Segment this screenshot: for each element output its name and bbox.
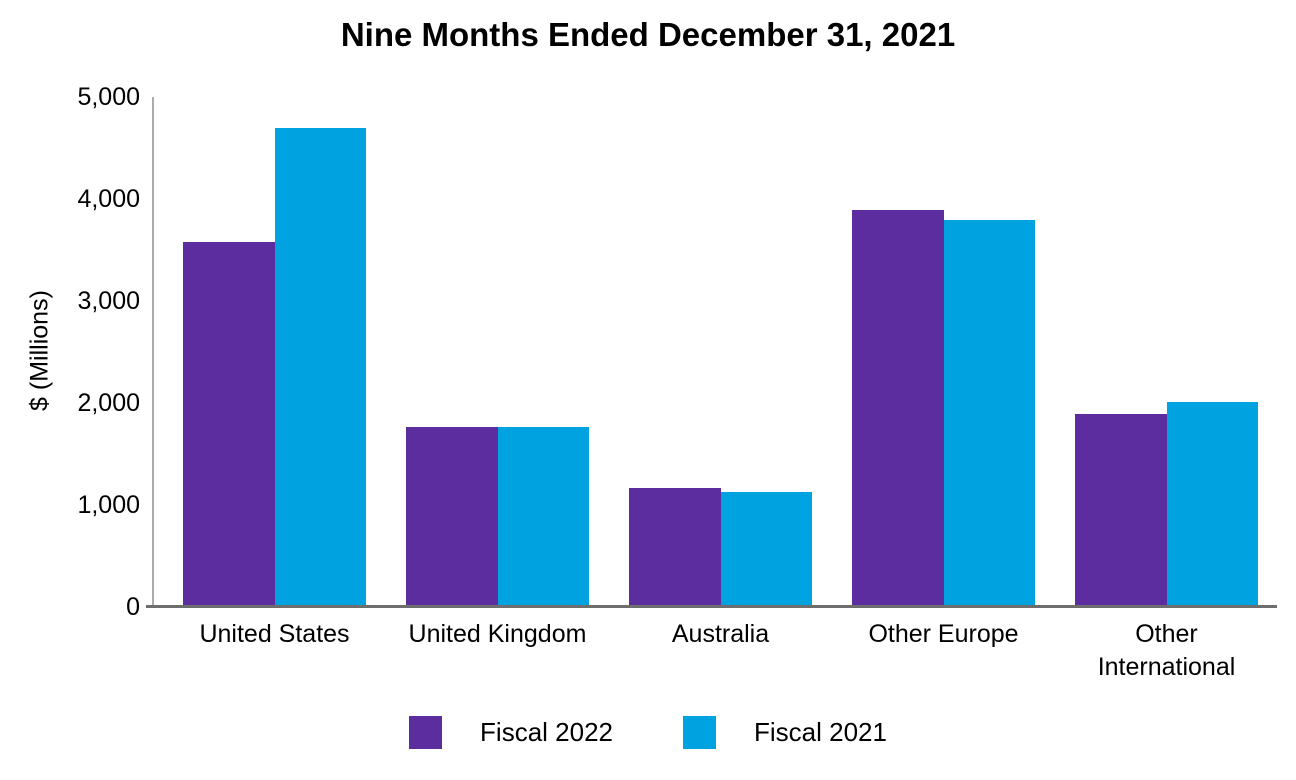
bar-fiscal-2022-other-international — [1075, 414, 1167, 607]
x-axis-label-united-kingdom: United Kingdom — [408, 620, 587, 648]
legend-swatch-fiscal-2021 — [683, 716, 716, 749]
y-axis-tick-labels: 0 1,000 2,000 3,000 4,000 5,000 — [0, 0, 140, 780]
y-tick-label: 1,000 — [77, 491, 140, 519]
x-axis-label-other-europe: Other Europe — [868, 620, 1019, 648]
bar-fiscal-2022-united-kingdom — [406, 427, 498, 607]
legend-label-fiscal-2022: Fiscal 2022 — [480, 717, 613, 747]
legend-item-fiscal-2021: Fiscal 2021 — [683, 716, 887, 749]
plot-area — [152, 97, 1277, 607]
bar-fiscal-2021-australia — [720, 491, 812, 607]
bar-fiscal-2022-other-europe — [852, 210, 944, 607]
bar-fiscal-2021-united-kingdom — [497, 427, 589, 607]
x-axis-label-united-states: United States — [199, 620, 350, 648]
bar-fiscal-2021-other-europe — [943, 220, 1035, 607]
bar-fiscal-2022-australia — [629, 487, 721, 607]
bar-fiscal-2022-united-states — [183, 241, 275, 607]
legend: Fiscal 2022 Fiscal 2021 — [0, 716, 1296, 749]
y-tick-label: 4,000 — [77, 185, 140, 213]
y-axis-line — [152, 97, 154, 607]
y-tick-label: 5,000 — [77, 83, 140, 111]
legend-label-fiscal-2021: Fiscal 2021 — [754, 717, 887, 747]
y-tick-label: 2,000 — [77, 389, 140, 417]
legend-item-fiscal-2022: Fiscal 2022 — [409, 716, 613, 749]
y-tick-label: 0 — [126, 593, 140, 621]
x-axis-label-other-international: Other International — [1097, 620, 1236, 681]
bar-fiscal-2021-united-states — [274, 127, 366, 607]
y-tick-label: 3,000 — [77, 287, 140, 315]
legend-swatch-fiscal-2022 — [409, 716, 443, 749]
x-axis-line — [146, 605, 1277, 608]
x-axis-label-australia: Australia — [671, 620, 770, 648]
chart-title: Nine Months Ended December 31, 2021 — [340, 16, 956, 53]
bar-fiscal-2021-other-international — [1166, 401, 1258, 607]
